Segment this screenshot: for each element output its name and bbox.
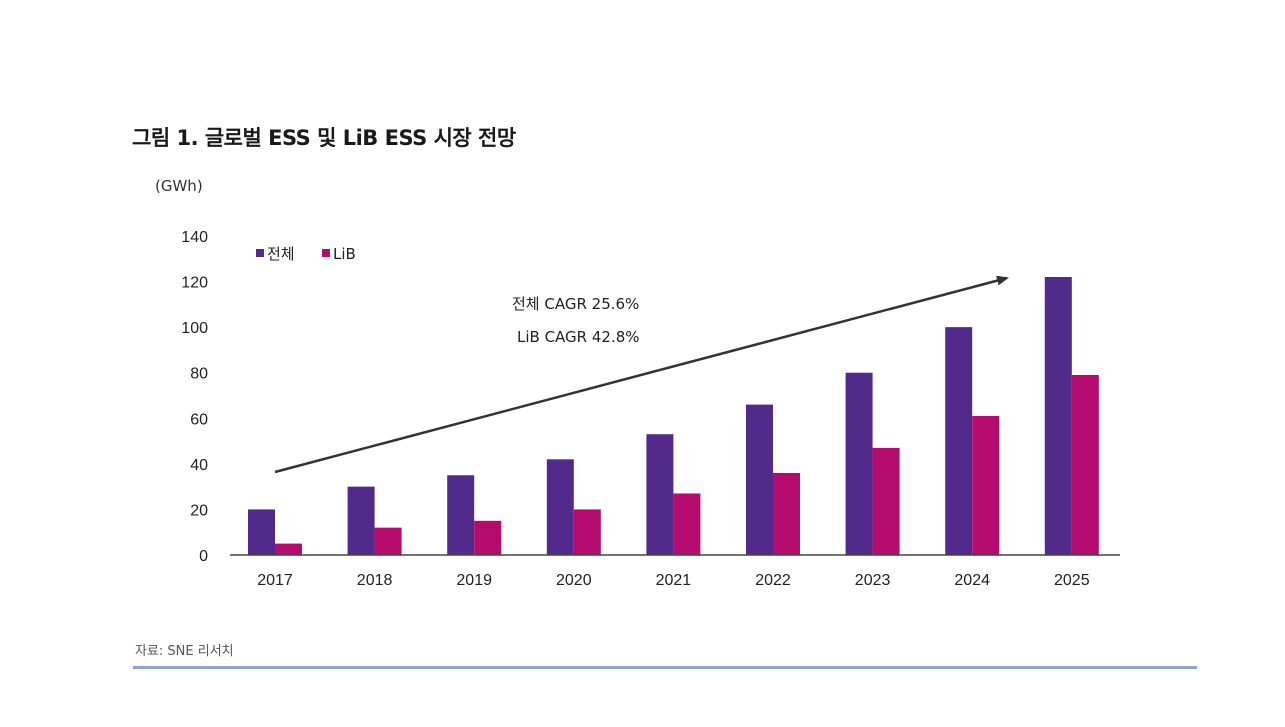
bar-lib-2022	[773, 472, 800, 555]
x-tick-label: 2022	[755, 572, 791, 589]
bar-lib-2019	[474, 520, 502, 555]
y-tick-label: 140	[181, 229, 208, 246]
cagr-annotation-lib: LiB CAGR 42.8%	[517, 328, 640, 346]
bar-total-2023	[845, 372, 873, 555]
bar-lib-2018	[374, 527, 402, 555]
legend-label-total: 전체	[267, 245, 295, 263]
bar-lib-2025	[1071, 374, 1099, 555]
y-tick-label: 120	[181, 275, 208, 292]
x-tick-label: 2018	[357, 572, 393, 589]
x-tick-label: 2020	[556, 572, 592, 589]
bar-total-2021	[646, 434, 674, 555]
x-tick-label: 2021	[656, 572, 692, 589]
y-tick-label: 100	[181, 320, 208, 337]
bar-lib-2023	[872, 447, 900, 555]
bar-total-2020	[546, 459, 574, 555]
bar-total-2024	[945, 327, 973, 555]
figure-title: 그림 1. 글로벌 ESS 및 LiB ESS 시장 전망	[132, 126, 516, 150]
bar-total-2019	[447, 475, 475, 555]
x-tick-label: 2019	[456, 572, 492, 589]
y-tick-label: 60	[190, 411, 208, 428]
legend-swatch-lib	[322, 249, 330, 257]
y-tick-label: 40	[190, 457, 208, 474]
bar-total-2017	[248, 509, 275, 555]
y-tick-label: 80	[190, 366, 208, 383]
legend-label-lib: LiB	[333, 245, 356, 263]
y-axis-unit-label: (GWh)	[155, 177, 203, 195]
bar-total-2025	[1044, 277, 1072, 555]
cagr-annotation-total: 전체 CAGR 25.6%	[512, 295, 639, 313]
legend-swatch-total	[256, 249, 264, 257]
x-tick-label: 2024	[954, 572, 990, 589]
x-tick-label: 2025	[1054, 572, 1090, 589]
bar-lib-2021	[673, 493, 701, 555]
x-tick-label: 2023	[855, 572, 891, 589]
bottom-divider	[133, 666, 1197, 669]
x-tick-label: 2017	[257, 572, 293, 589]
bar-lib-2020	[573, 509, 601, 555]
bar-lib-2024	[972, 416, 1000, 555]
y-tick-label: 20	[190, 502, 208, 519]
source-note: 자료: SNE 리서치	[135, 644, 234, 659]
bar-lib-2017	[275, 543, 302, 555]
y-tick-label: 0	[199, 548, 208, 565]
bar-total-2018	[347, 486, 375, 555]
bar-total-2022	[746, 404, 773, 555]
cagr-trend-arrow	[274, 275, 1009, 474]
